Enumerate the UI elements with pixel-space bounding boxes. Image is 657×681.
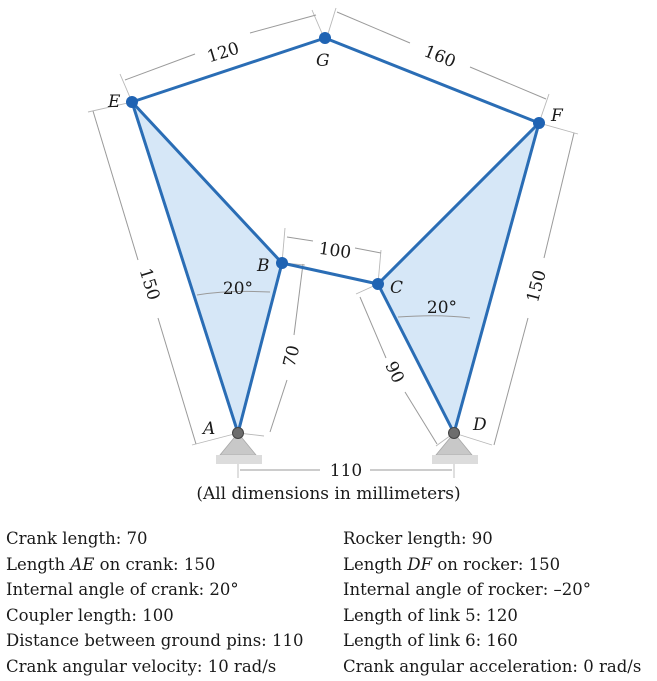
dim-ad: 110: [330, 461, 362, 480]
crank-angle-arc: [196, 290, 271, 296]
rocker-link: [376, 121, 541, 435]
param-length-df-suffix: on rocker: 150: [432, 554, 561, 574]
label-g: G: [316, 51, 330, 71]
joint-c: [372, 278, 384, 290]
ground-support-a: [216, 432, 262, 464]
joints: [126, 32, 545, 439]
param-length-df-symbol: DF: [407, 554, 433, 574]
param-length-ae-suffix: on crank: 150: [94, 554, 216, 574]
param-length-ae: Length AE on crank: 150: [6, 552, 303, 578]
param-length-df-prefix: Length: [343, 554, 408, 574]
label-e: E: [107, 92, 121, 112]
label-c: C: [390, 278, 403, 298]
pin-d: [448, 427, 460, 439]
dim-bc: 100: [317, 239, 352, 263]
param-rocker-length: Rocker length: 90: [343, 529, 493, 548]
ground-support-d: [432, 432, 478, 464]
joint-e: [126, 96, 138, 108]
dim-cd: 90: [380, 358, 407, 386]
link-5: [130, 36, 327, 104]
dim-gf: 160: [421, 42, 459, 73]
param-crank-velocity: Crank angular velocity: 10 rad/s: [6, 656, 277, 676]
crank-link: [130, 100, 284, 435]
coupler-link: [280, 261, 380, 286]
param-length-ae-prefix: Length: [6, 554, 71, 574]
dim-eg: 120: [205, 39, 242, 68]
param-ground-distance: Distance between ground pins: 110: [6, 631, 304, 651]
angle-crank: 20°: [223, 279, 253, 299]
param-crank-acceleration: Crank angular acceleration: 0 rad/s: [343, 656, 642, 676]
rocker-plate: [378, 123, 539, 433]
angle-rocker: 20°: [427, 298, 457, 318]
label-a: A: [201, 419, 215, 439]
label-b: B: [256, 256, 270, 276]
linkage-diagram: E G F B C A D 120 160 150 150 100 70 90 …: [87, 7, 579, 480]
param-rocker-angle: Internal angle of rocker: –20°: [343, 580, 592, 600]
param-link5-length: Length of link 5: 120: [343, 605, 518, 625]
rocker-angle-arc: [397, 315, 471, 319]
parameters-right: Rocker length: 90 Length DF on rocker: 1…: [343, 526, 641, 680]
dim-df: 150: [523, 268, 551, 305]
pin-a: [232, 427, 244, 439]
joint-f: [533, 117, 545, 129]
joint-g: [319, 32, 331, 44]
joint-b: [276, 257, 288, 269]
parameters-left: Crank length: 70 Length AE on crank: 150…: [6, 526, 303, 680]
label-f: F: [550, 106, 564, 126]
dimension-lines: [92, 11, 575, 471]
link-6: [323, 36, 541, 125]
crank-plate: [132, 102, 282, 433]
param-coupler-length: Coupler length: 100: [6, 605, 174, 625]
param-length-ae-symbol: AE: [70, 554, 95, 574]
param-crank-length: Crank length: 70: [6, 529, 148, 548]
links: [130, 36, 541, 435]
param-link6-length: Length of link 6: 160: [343, 631, 518, 651]
dim-ab: 70: [280, 343, 305, 369]
param-length-df: Length DF on rocker: 150: [343, 552, 641, 578]
figure-caption: (All dimensions in millimeters): [196, 484, 461, 504]
label-d: D: [472, 415, 487, 435]
dim-ae: 150: [135, 266, 164, 303]
param-crank-angle: Internal angle of crank: 20°: [6, 580, 239, 600]
